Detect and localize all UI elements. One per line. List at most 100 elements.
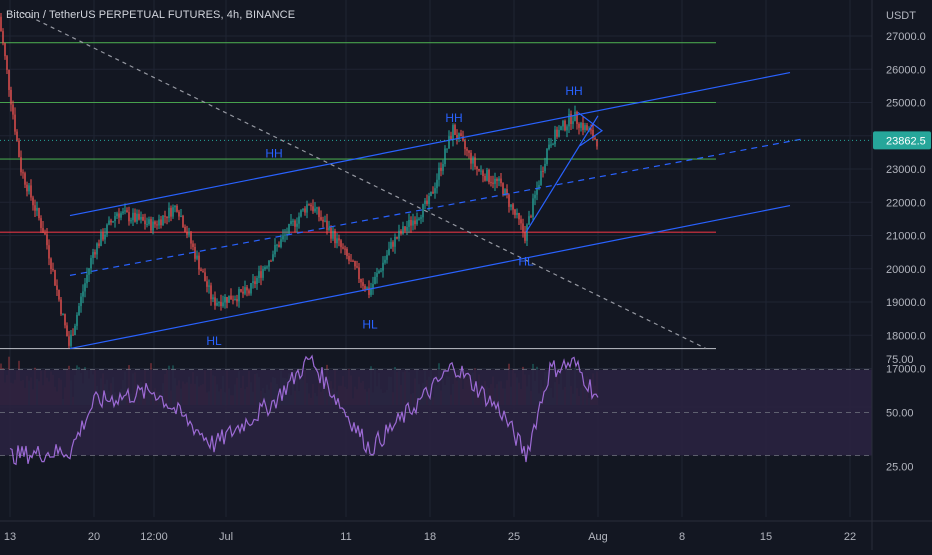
candle-body (48, 245, 50, 259)
candle-body (554, 129, 556, 145)
trend-line-solid (69, 71, 791, 217)
candle-body (86, 274, 88, 284)
candle-body (16, 131, 18, 141)
candle-body (440, 167, 442, 171)
candle-body (78, 306, 80, 315)
candle-body (186, 231, 188, 235)
candle-body (494, 178, 496, 184)
candle-body (192, 243, 194, 247)
candle-body (66, 325, 68, 337)
candle-body (574, 111, 576, 122)
candle-body (280, 239, 282, 247)
candle-body (346, 248, 348, 256)
candle-body (428, 196, 430, 205)
time-tick-label: 11 (340, 531, 351, 543)
candle-body (502, 183, 504, 196)
current-price-badge (873, 131, 931, 150)
candle-body (534, 194, 536, 199)
candle-body (154, 221, 156, 225)
rsi-tick-label: 50.00 (886, 408, 914, 420)
candle-body (446, 148, 448, 150)
candle-body (266, 266, 268, 268)
candle-body (104, 234, 106, 240)
candle-body (174, 206, 176, 208)
candle-body (464, 140, 466, 149)
candle-body (462, 136, 464, 141)
candle-body (350, 260, 352, 262)
candle-body (358, 267, 360, 279)
candle-body (356, 266, 358, 268)
candle-body (162, 215, 164, 226)
candle-body (560, 126, 562, 130)
price-tick-label: 19000.0 (886, 297, 926, 309)
candle-body (316, 207, 318, 209)
candle-body (60, 299, 62, 315)
candle-body (426, 200, 428, 205)
candle-body (240, 289, 242, 292)
candle-body (76, 314, 78, 326)
pattern-label: HH (565, 84, 582, 98)
time-tick-label: 15 (760, 531, 772, 543)
candle-body (318, 207, 320, 218)
candle-body (430, 191, 432, 197)
candle-body (442, 164, 444, 171)
candle-body (232, 299, 234, 301)
candle-body (0, 16, 2, 32)
candle-body (216, 302, 218, 306)
candle-body (24, 173, 26, 185)
candle-body (236, 299, 238, 302)
candle-body (260, 271, 262, 278)
candle-body (26, 184, 28, 192)
candle-body (188, 232, 190, 235)
candle-body (172, 207, 174, 217)
candle-body (536, 188, 538, 195)
candle-body (252, 281, 254, 284)
candle-body (590, 129, 592, 131)
candle-body (222, 302, 224, 307)
candle-body (556, 129, 558, 137)
trend-line-solid (525, 115, 599, 233)
rsi-tick-label: 75.00 (886, 354, 914, 366)
candle-body (64, 314, 66, 326)
candle-body (392, 242, 394, 247)
candle-body (512, 204, 514, 210)
candle-body (68, 336, 70, 346)
candle-body (418, 218, 420, 220)
candle-body (398, 230, 400, 239)
candle-body (372, 283, 374, 289)
candle-body (522, 223, 524, 232)
candle-body (592, 129, 594, 139)
candle-body (58, 289, 60, 300)
candle-body (576, 111, 578, 124)
candle-body (484, 176, 486, 181)
horizontal-levels[interactable] (0, 42, 716, 350)
candle-body (198, 255, 200, 270)
trend-lines[interactable] (21, 12, 803, 350)
candle-body (166, 216, 168, 219)
candle-body (132, 212, 134, 221)
candle-body (518, 212, 520, 220)
candle-body (478, 168, 480, 171)
candle-body (36, 207, 38, 211)
candle-body (396, 236, 398, 239)
candle-body (12, 104, 14, 115)
candle-body (400, 230, 402, 234)
candle-body (424, 200, 426, 205)
candle-body (348, 255, 350, 261)
candle-body (390, 242, 392, 249)
time-tick-label: 8 (679, 531, 685, 543)
candle-body (74, 325, 76, 336)
candle-body (402, 226, 404, 234)
candle-body (290, 221, 292, 224)
candle-body (88, 268, 90, 275)
candle-body (136, 213, 138, 222)
triangle-pattern (577, 111, 604, 147)
candle-body (366, 287, 368, 290)
trend-line-dotted (21, 12, 707, 350)
candle-body (452, 125, 454, 140)
candle-body (170, 207, 172, 217)
price-tick-label: 17000.0 (886, 364, 926, 376)
candle-body (368, 287, 370, 295)
